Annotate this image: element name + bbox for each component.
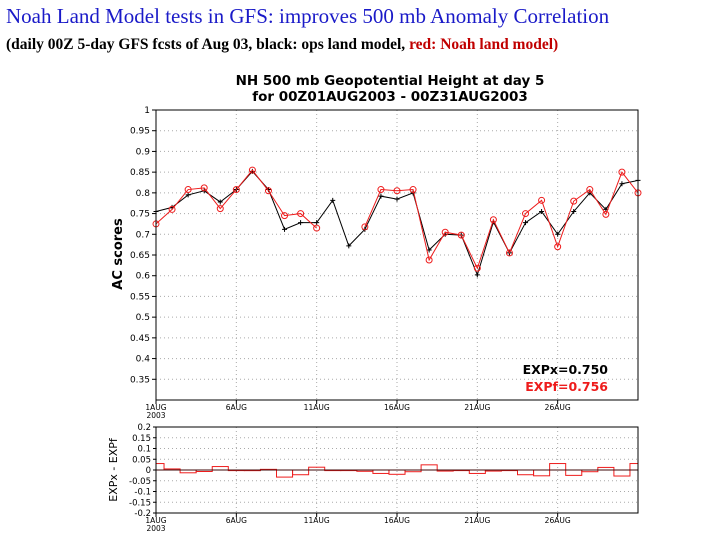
diff-x-tick-year: 2003	[146, 524, 165, 533]
main-x-tick-label: 21AUG	[464, 403, 490, 412]
data-point-expf	[441, 228, 449, 236]
data-point-expf	[457, 231, 465, 239]
data-point-expx	[282, 226, 288, 232]
data-point-expx	[185, 192, 191, 198]
data-point-expf	[473, 264, 481, 272]
data-point-expx	[298, 220, 304, 226]
data-point-expf	[232, 186, 240, 194]
data-point-expx	[426, 247, 432, 253]
diff-y-tick-label: -0.05	[129, 477, 151, 487]
main-y-axis-label: AC scores	[111, 218, 126, 290]
main-x-tick-label: 6AUG	[226, 403, 247, 412]
data-point-expf	[538, 196, 546, 204]
data-point-expf	[297, 210, 305, 218]
diff-y-tick-label: -0.1	[134, 488, 151, 498]
subtitle-red-part: red: Noah land model)	[409, 36, 559, 53]
main-y-tick-label: 0.7	[136, 230, 150, 240]
diff-y-tick-label: 0.2	[137, 423, 151, 433]
diff-y-tick-label: 0.05	[132, 455, 151, 465]
data-point-expx	[571, 209, 577, 214]
main-y-tick-label: 0.55	[130, 292, 150, 302]
diff-x-tick-label: 16AUG	[384, 516, 410, 525]
data-point-expf	[264, 187, 272, 195]
data-point-expf	[377, 186, 385, 194]
data-point-expf	[168, 205, 176, 213]
diff-y-tick-label: -0.2	[134, 509, 151, 519]
main-y-tick-label: 0.85	[130, 168, 150, 178]
data-point-expf	[522, 210, 530, 218]
main-plot-frame	[155, 109, 639, 401]
legend-expf: EXPf=0.756	[525, 379, 608, 394]
slide-title: Noah Land Model tests in GFS: improves 5…	[6, 4, 610, 28]
subtitle-black-part: (daily 00Z 5-day GFS fcsts of Aug 03, bl…	[6, 36, 410, 53]
main-y-tick-label: 0.65	[130, 251, 150, 261]
data-point-expf	[425, 256, 433, 264]
diff-x-tick-label: 26AUG	[545, 516, 571, 525]
data-point-expf	[216, 205, 224, 213]
data-point-expx	[539, 209, 545, 214]
chart-subtitle: for 00Z01AUG2003 - 00Z31AUG2003	[252, 89, 528, 105]
data-point-expf	[602, 210, 610, 218]
diff-y-tick-label: 0	[146, 466, 151, 476]
main-x-tick-year: 2003	[146, 411, 165, 420]
main-x-tick-label: 16AUG	[384, 403, 410, 412]
data-point-expx	[330, 197, 336, 203]
main-x-tick-label: 11AUG	[304, 403, 330, 412]
diff-y-tick-label: 0.1	[137, 445, 151, 455]
main-x-tick-label: 26AUG	[545, 403, 571, 412]
data-point-expf	[184, 186, 192, 194]
diff-x-tick-label: 11AUG	[304, 516, 330, 525]
diff-y-axis-label: EXPx - EXPf	[107, 437, 120, 502]
chart-title: NH 500 mb Geopotential Height at day 5	[236, 73, 545, 89]
diff-plot-frame	[155, 426, 639, 514]
data-point-expx	[474, 272, 480, 278]
series-line-expf	[155, 169, 318, 229]
diff-y-tick-label: 0.15	[132, 434, 151, 444]
data-point-expf	[281, 212, 289, 220]
data-point-expx	[346, 243, 352, 249]
data-point-expx	[619, 181, 625, 187]
data-point-expf	[554, 243, 562, 251]
main-y-tick-label: 0.95	[130, 127, 150, 137]
data-point-expf	[586, 186, 594, 194]
main-y-tick-label: 0.4	[136, 355, 151, 365]
main-plot: 0.35 0.4 0.45 0.5 0.55 0.6 0.65 0.7 0.75 0.8 0.85 0…	[130, 106, 642, 420]
diff-x-tick-label: 6AUG	[226, 516, 247, 525]
slide-subtitle: (daily 00Z 5-day GFS fcsts of Aug 03, bl…	[6, 36, 558, 54]
diff-plot: 0.20.150.10.050-0.05-0.1-0.15-0.21AUG200…	[129, 423, 639, 533]
main-x-tick-label: 1AUG	[145, 403, 166, 412]
main-y-tick-label: 0.5	[136, 313, 150, 323]
main-y-tick-label: 1	[144, 106, 150, 116]
data-point-expx	[217, 199, 223, 205]
main-y-tick-label: 0.9	[136, 147, 151, 157]
data-point-expx	[314, 220, 320, 226]
data-point-expx	[378, 193, 384, 199]
diff-x-tick-label: 1AUG	[145, 516, 166, 525]
data-point-expf	[618, 168, 626, 176]
data-point-expf	[248, 166, 256, 174]
main-y-tick-label: 0.6	[136, 272, 151, 282]
main-y-tick-label: 0.8	[136, 189, 151, 199]
data-point-expf	[361, 223, 369, 231]
main-y-tick-label: 0.75	[130, 210, 150, 220]
data-point-expx	[523, 220, 529, 226]
legend-expx: EXPx=0.750	[523, 362, 609, 377]
main-y-tick-label: 0.35	[130, 375, 150, 385]
data-point-expx	[555, 231, 561, 237]
data-point-expx	[394, 196, 400, 202]
data-point-expf	[409, 186, 417, 194]
diff-x-tick-label: 21AUG	[464, 516, 490, 525]
data-point-expf	[505, 249, 513, 257]
data-point-expf	[393, 187, 401, 195]
data-point-expf	[570, 197, 578, 205]
main-y-tick-label: 0.45	[130, 334, 150, 344]
data-point-expf	[489, 216, 497, 224]
data-point-expf	[313, 224, 321, 232]
data-point-expf	[200, 184, 208, 192]
diff-y-tick-label: -0.15	[129, 498, 151, 508]
